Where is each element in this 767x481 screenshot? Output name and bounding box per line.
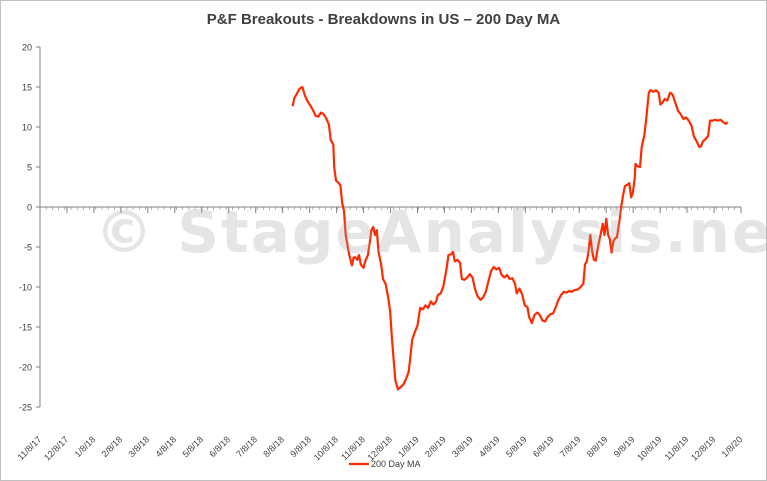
y-tick-label-0: 20 — [22, 43, 32, 53]
x-tick-label-12: 11/8/18 — [339, 434, 367, 462]
x-tick-label-1: 12/8/17 — [42, 434, 70, 462]
y-tick-label-6: -10 — [19, 283, 32, 293]
y-tick-label-9: -25 — [19, 403, 32, 413]
x-tick-label-16: 3/8/19 — [450, 434, 475, 459]
legend-label: 200 Day MA — [371, 459, 421, 469]
x-tick-label-17: 4/8/19 — [477, 434, 502, 459]
x-tick-label-24: 11/8/19 — [663, 434, 691, 462]
x-tick-label-14: 1/8/19 — [396, 434, 421, 459]
x-tick-label-22: 9/8/19 — [612, 434, 637, 459]
x-tick-label-4: 3/8/18 — [126, 434, 151, 459]
x-tick-label-26: 1/8/20 — [720, 434, 745, 459]
x-tick-label-5: 4/8/18 — [153, 434, 178, 459]
y-tick-label-4: 0 — [27, 203, 32, 213]
y-tick-label-1: 15 — [22, 83, 32, 93]
series-line-200-day-ma — [291, 85, 729, 391]
y-tick-label-8: -20 — [19, 363, 32, 373]
x-tick-label-7: 6/8/18 — [207, 434, 232, 459]
x-tick-label-19: 6/8/19 — [531, 434, 556, 459]
x-tick-label-23: 10/8/19 — [635, 434, 663, 462]
x-tick-label-25: 12/8/19 — [689, 434, 717, 462]
x-tick-label-0: 11/8/17 — [16, 434, 44, 462]
x-tick-label-6: 5/8/18 — [180, 434, 205, 459]
x-tick-label-11: 10/8/18 — [312, 434, 340, 462]
y-tick-label-2: 10 — [22, 123, 32, 133]
y-tick-label-3: 5 — [27, 163, 32, 173]
legend: 200 Day MA — [349, 459, 421, 469]
chart-title: P&F Breakouts - Breakdowns in US – 200 D… — [206, 11, 561, 28]
x-tick-label-10: 9/8/18 — [288, 434, 313, 459]
y-axis-labels: 20 15 10 5 0 -5 -10 -15 -20 -25 — [19, 43, 40, 413]
x-tick-label-9: 8/8/18 — [261, 434, 286, 459]
x-tick-label-18: 5/8/19 — [504, 434, 529, 459]
x-tick-label-8: 7/8/18 — [234, 434, 259, 459]
y-tick-label-7: -15 — [19, 323, 32, 333]
x-tick-label-21: 8/8/19 — [585, 434, 610, 459]
x-tick-label-3: 2/8/18 — [100, 434, 125, 459]
watermark-text: © StageAnalysis.net — [95, 198, 767, 266]
x-tick-label-15: 2/8/19 — [423, 434, 448, 459]
x-tick-label-2: 1/8/18 — [73, 434, 98, 459]
y-tick-label-5: -5 — [24, 243, 32, 253]
x-tick-label-20: 7/8/19 — [558, 434, 583, 459]
